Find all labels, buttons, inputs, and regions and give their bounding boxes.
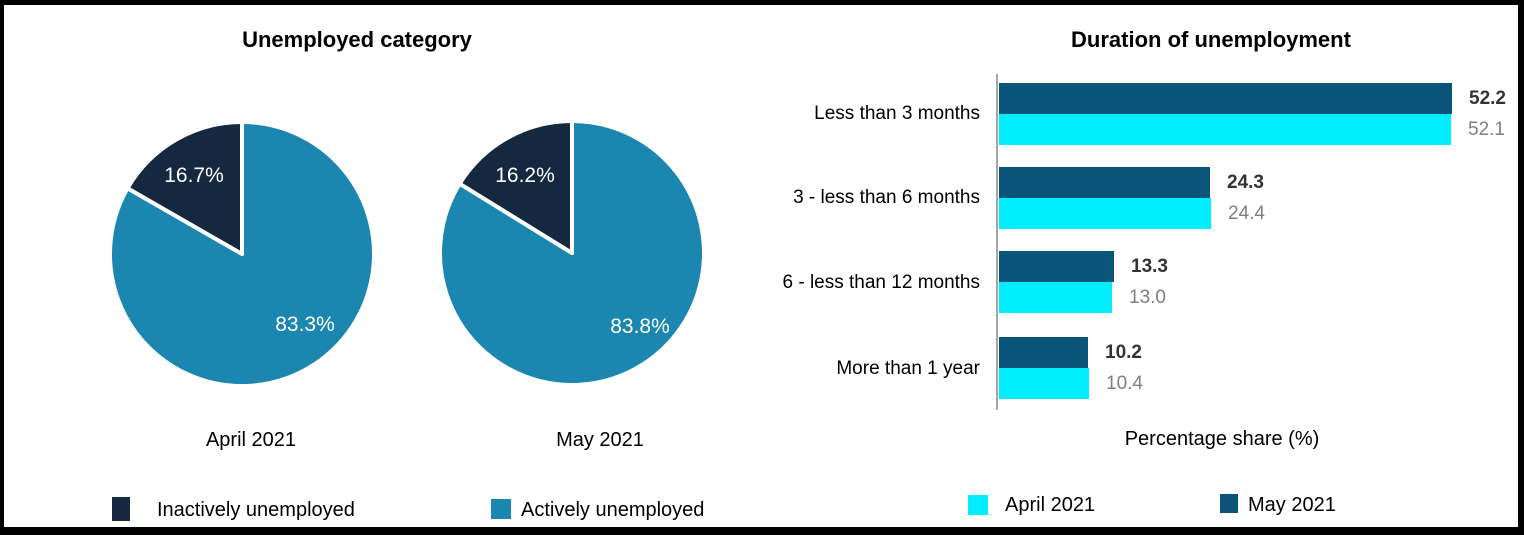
legend-swatch-april-2021 — [968, 495, 988, 515]
legend-label-actively-unemployed: Actively unemployed — [521, 499, 705, 521]
legend-swatch-inactively-unemployed — [112, 497, 130, 521]
pie-april-caption: April 2021 — [205, 429, 297, 451]
pie-april-inactive-label: 16.7% — [164, 164, 224, 187]
bar-row: 13.0 — [999, 282, 1166, 313]
legend-swatch-may-2021 — [1220, 494, 1238, 513]
legend-swatch-actively-unemployed — [491, 499, 511, 519]
bar-row: 52.1 — [999, 114, 1505, 145]
bar-value-april: 24.4 — [1228, 202, 1265, 224]
bar-may-2021 — [999, 337, 1088, 368]
bar-april-2021 — [999, 114, 1451, 145]
bar-chart-title: Duration of unemployment — [1071, 27, 1351, 52]
legend-label-april-2021: April 2021 — [1005, 494, 1096, 516]
pie-slice-inactively-unemployed — [457, 119, 574, 255]
bar-row: 24.3 — [999, 167, 1264, 198]
y-axis-line — [996, 74, 998, 410]
bar-april-2021 — [999, 368, 1089, 399]
x-axis-label: Percentage share (%) — [1124, 428, 1320, 450]
bar-value-may: 52.2 — [1469, 87, 1506, 109]
pie-may-active-label: 83.8% — [610, 315, 670, 338]
bar-may-2021 — [999, 83, 1452, 114]
pie-may-caption: May 2021 — [556, 429, 644, 451]
bar-april-2021 — [999, 198, 1211, 229]
bar-value-may: 24.3 — [1227, 171, 1264, 193]
pie-april-active-label: 83.3% — [275, 313, 335, 336]
pie-april-2021 — [108, 120, 376, 388]
category-label: Less than 3 months — [814, 103, 980, 124]
bar-value-april: 52.1 — [1468, 118, 1505, 140]
pie-slice-inactively-unemployed — [125, 120, 244, 256]
legend-label-may-2021: May 2021 — [1248, 494, 1336, 516]
bar-row: 10.4 — [999, 368, 1143, 399]
pie-may-2021 — [438, 119, 706, 387]
bar-row: 24.4 — [999, 198, 1265, 229]
bar-value-may: 10.2 — [1105, 341, 1142, 363]
category-label: 3 - less than 6 months — [793, 187, 980, 208]
pie-chart-title: Unemployed category — [242, 27, 472, 52]
bar-april-2021 — [999, 282, 1112, 313]
bar-value-may: 13.3 — [1131, 255, 1168, 277]
bar-may-2021 — [999, 251, 1114, 282]
bar-row: 13.3 — [999, 251, 1168, 282]
bar-may-2021 — [999, 167, 1210, 198]
legend-label-inactively-unemployed: Inactively unemployed — [157, 499, 355, 521]
category-label: 6 - less than 12 months — [782, 272, 981, 293]
category-label: More than 1 year — [836, 358, 980, 379]
pie-may-inactive-label: 16.2% — [495, 164, 555, 187]
bar-value-april: 13.0 — [1129, 286, 1166, 308]
bar-row: 52.2 — [999, 83, 1506, 114]
bar-value-april: 10.4 — [1106, 372, 1143, 394]
bar-row: 10.2 — [999, 337, 1142, 368]
